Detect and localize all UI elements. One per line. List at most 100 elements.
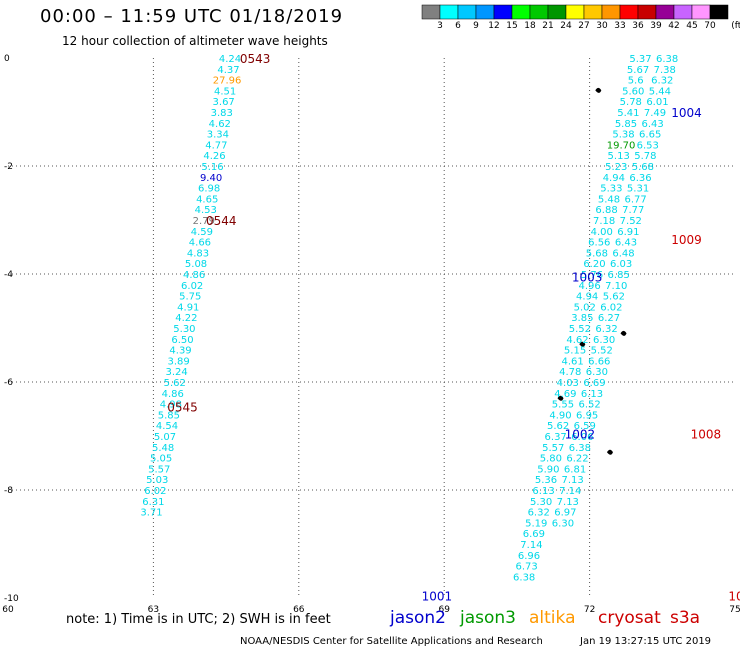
colorbar-label: 39 — [650, 21, 662, 31]
island-shape — [620, 330, 627, 336]
wave-height-label: 6.13 — [581, 389, 603, 400]
colorbar-swatch — [637, 4, 657, 20]
wave-height-label: 6.30 — [593, 335, 615, 346]
legend-s3a: s3a — [670, 608, 701, 628]
wave-height-label: 7.13 — [557, 497, 579, 508]
wave-height-label: 5.07 — [154, 432, 176, 443]
colorbar-label: 36 — [632, 21, 644, 31]
wave-height-label: 4.77 — [205, 140, 227, 151]
x-tick-label: 69 — [438, 605, 450, 615]
wave-height-label: 6.65 — [639, 130, 661, 141]
wave-height-label: 5.80 — [540, 454, 562, 465]
wave-height-label: 6.03 — [610, 259, 632, 270]
wave-height-label: 4.51 — [214, 86, 236, 97]
wave-height-label: 5.30 — [173, 324, 195, 335]
wave-height-label: 4.26 — [203, 151, 225, 162]
wave-height-label: 5.37 — [629, 54, 651, 65]
colorbar-swatch — [673, 4, 693, 20]
wave-height-label: 7.38 — [654, 65, 676, 76]
wave-height-label: 5.62 — [547, 421, 569, 432]
wave-height-label: 5.78 — [620, 97, 642, 108]
wave-height-label: 4.91 — [177, 302, 199, 313]
wave-height-label: 6.59 — [574, 421, 596, 432]
wave-height-label: 4.94 — [576, 292, 598, 303]
time-label: 1004 — [671, 106, 702, 120]
wave-height-label: 6.20 — [583, 259, 605, 270]
wave-height-label: 5.62 — [603, 292, 625, 303]
wave-height-label: 7.13 — [562, 475, 584, 486]
wave-height-label: 5.30 — [530, 497, 552, 508]
wave-height-label: 4.61 — [562, 356, 584, 367]
wave-height-label: 7.10 — [605, 281, 627, 292]
wave-height-label: 3.67 — [213, 97, 235, 108]
wave-height-label: 6.66 — [588, 356, 610, 367]
wave-height-label: 6.22 — [566, 454, 588, 465]
wave-height-label: 6.88 — [595, 205, 617, 216]
colorbar-swatch — [619, 4, 639, 20]
wave-height-label: 6.69 — [583, 378, 605, 389]
wave-height-label: 4.62 — [566, 335, 588, 346]
legend-altika: altika — [529, 608, 576, 628]
wave-height-label: 6.50 — [171, 335, 193, 346]
wave-height-label: 4.00 — [591, 227, 613, 238]
wave-height-label: 6.32 — [528, 508, 550, 519]
time-label: 1003 — [572, 271, 603, 285]
time-label: 1002 — [565, 427, 596, 441]
wave-height-label: 6.69 — [523, 529, 545, 540]
wave-height-label: 6.36 — [629, 173, 651, 184]
wave-height-label: 5.16 — [201, 162, 223, 173]
time-label: 0544 — [206, 214, 237, 228]
wave-height-label: 5.08 — [185, 259, 207, 270]
wave-height-label: 4.39 — [169, 346, 191, 357]
colorbar-swatch — [547, 4, 567, 20]
wave-height-label: 4.90 — [549, 410, 571, 421]
footer-note: note: 1) Time is in UTC; 2) SWH is in fe… — [66, 612, 331, 627]
wave-height-label: 5.85 — [158, 410, 180, 421]
wave-height-label: 6.77 — [625, 194, 647, 205]
wave-height-label: 6.32 — [651, 76, 673, 87]
wave-height-label: 4.65 — [196, 194, 218, 205]
wave-height-label: 4.69 — [554, 389, 576, 400]
wave-height-label: 6.52 — [578, 400, 600, 411]
colorbar-label: 24 — [560, 21, 572, 31]
wave-height-label: 3.85 — [571, 313, 593, 324]
wave-height-label: 5.31 — [627, 184, 649, 195]
wave-height-label: 6.48 — [612, 248, 634, 259]
wave-height-label: 4.96 — [578, 281, 600, 292]
wave-height-label: 4.37 — [217, 65, 239, 76]
wave-height-label: 4.22 — [175, 313, 197, 324]
wave-height-label: 6.95 — [576, 410, 598, 421]
wave-height-label: 4.59 — [191, 227, 213, 238]
wave-height-label: 7.14 — [559, 486, 581, 497]
wave-height-label: 5.48 — [598, 194, 620, 205]
wave-height-label: 5.57 — [148, 464, 170, 475]
wave-height-label: 4.86 — [162, 389, 184, 400]
wave-height-label: 4.53 — [195, 205, 217, 216]
wave-height-label: 6.02 — [144, 486, 166, 497]
legend-cryosat: cryosat — [598, 608, 661, 628]
wave-height-label: 5.15 — [564, 346, 586, 357]
wave-height-label: 4.94 — [603, 173, 625, 184]
colorbar-swatch — [439, 4, 459, 20]
wave-height-label: 7.49 — [644, 108, 666, 119]
colorbar-swatch — [565, 4, 585, 20]
time-label: 1008 — [691, 427, 722, 441]
wave-height-label: 6.81 — [564, 464, 586, 475]
wave-height-label: 3.83 — [211, 108, 233, 119]
colorbar-label: 6 — [455, 21, 461, 31]
x-tick-label: 72 — [584, 605, 595, 615]
wave-height-label: 2.79 — [193, 216, 215, 227]
wave-height-label: 6.32 — [595, 324, 617, 335]
wave-height-label: 4.83 — [187, 248, 209, 259]
wave-height-label: 5.23 — [605, 162, 627, 173]
wave-height-label: 4.86 — [183, 270, 205, 281]
wave-height-label: 6.73 — [515, 562, 537, 573]
wave-height-label: 5.36 — [535, 475, 557, 486]
wave-height-label: 5.76 — [581, 270, 603, 281]
wave-height-label: 6.38 — [656, 54, 678, 65]
y-tick-label: -8 — [4, 486, 13, 496]
wave-height-label: 5.38 — [612, 130, 634, 141]
wave-height-label: 4.03 — [557, 378, 579, 389]
time-label: 1009 — [671, 233, 702, 247]
